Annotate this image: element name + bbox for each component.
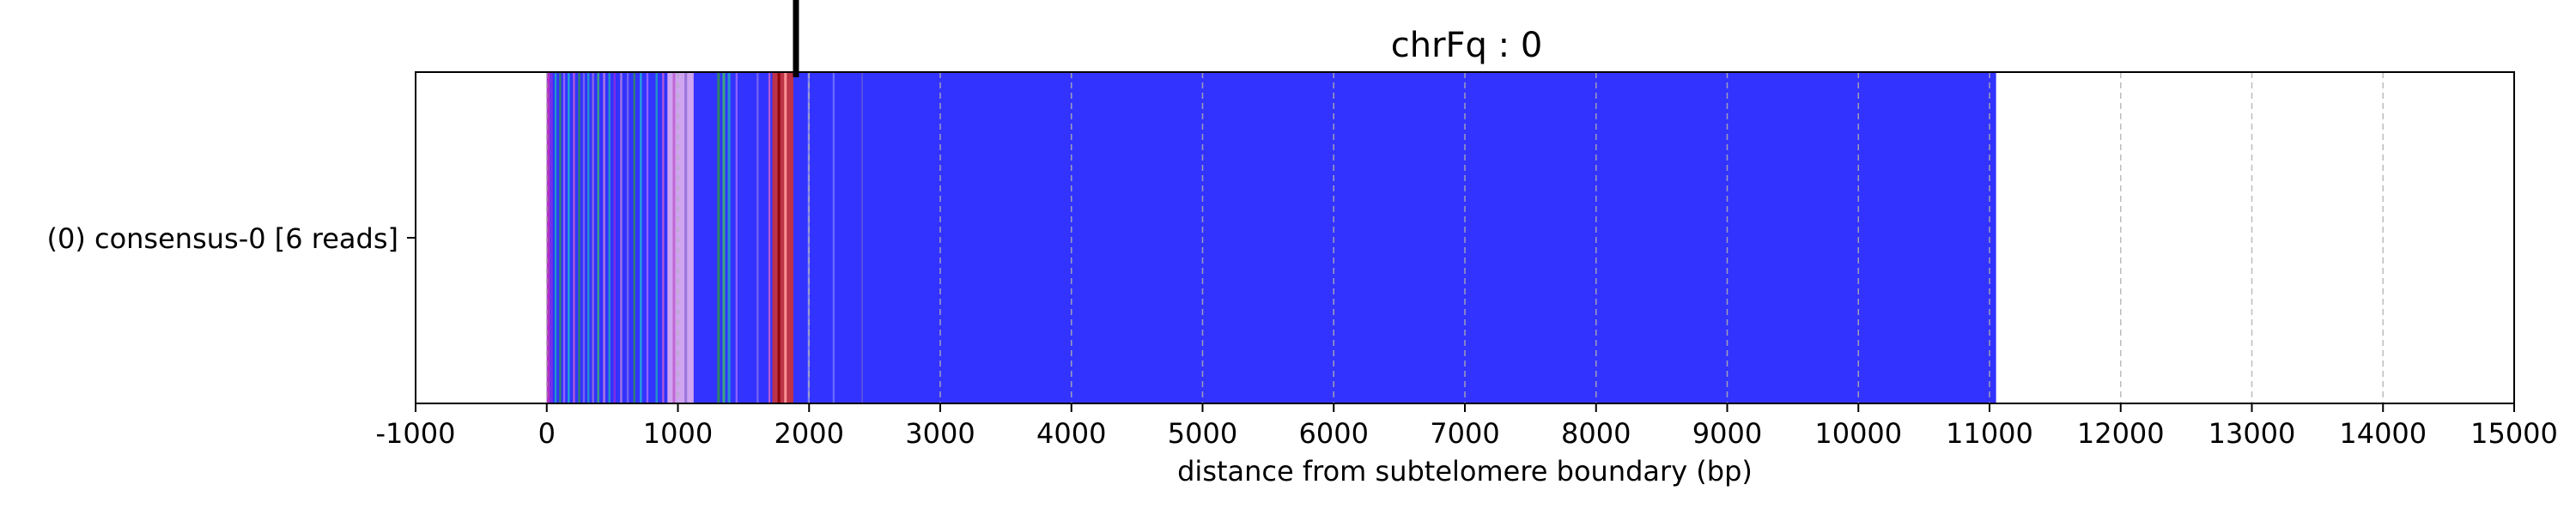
x-tick-label: 1000 (643, 417, 713, 450)
x-tick-label: 8000 (1561, 417, 1631, 450)
x-tick-label: 7000 (1430, 417, 1499, 450)
segment-bar-25 (717, 72, 720, 403)
x-axis: -1000 0 1000 2000 3000 4000 5000 6000 7000 8000 90… (376, 0, 2558, 450)
x-tick-label: 3000 (905, 417, 975, 450)
segment-bar-22 (667, 72, 694, 403)
segments (546, 72, 1996, 403)
x-tick-label: 12000 (2077, 417, 2165, 450)
x-tick-label: 10000 (1814, 417, 1902, 450)
segment-bar-33 (784, 72, 787, 403)
x-tick-label: 0 (538, 417, 556, 450)
segment-bar-21 (662, 72, 665, 403)
segment-bar-19 (646, 72, 649, 403)
segment-bar-23 (672, 72, 676, 403)
segment-bar-2 (554, 72, 557, 403)
x-axis-label: distance from subtelomere boundary (bp) (1177, 455, 1753, 488)
x-tick-label: 11000 (1946, 417, 2033, 450)
segment-bar-16 (626, 72, 629, 403)
segment-bar-12 (603, 72, 605, 403)
segment-bar-36 (861, 72, 863, 403)
x-tick-label: -1000 (376, 417, 456, 450)
y-category-label: (0) consensus-0 [6 reads] (46, 222, 398, 255)
grid-lines (546, 72, 2384, 403)
segment-bar-6 (573, 72, 575, 403)
segment-bar-5 (568, 72, 570, 403)
read-bar (546, 72, 1996, 403)
segment-bar-14 (613, 72, 616, 403)
segment-bar-27 (727, 72, 731, 403)
segment-bar-29 (756, 72, 759, 403)
segment-bar-15 (620, 72, 623, 403)
segment-bar-32 (777, 72, 781, 403)
segment-bar-8 (582, 72, 586, 403)
x-tick-label: 4000 (1036, 417, 1106, 450)
segment-bar-30 (768, 72, 771, 403)
segment-bar-0 (546, 72, 550, 403)
segment-bar-4 (562, 72, 566, 403)
x-tick-label: 2000 (775, 417, 844, 450)
x-tick-label: 9000 (1692, 417, 1762, 450)
segment-bar-1 (550, 72, 553, 403)
segment-bar-9 (587, 72, 590, 403)
x-tick-label: 14000 (2339, 417, 2427, 450)
x-tick-label: 5000 (1168, 417, 1237, 450)
segment-bar-18 (640, 72, 642, 403)
segment-bar-31 (772, 72, 793, 403)
segment-bar-35 (832, 72, 835, 403)
segment-bar-10 (592, 72, 594, 403)
segment-bar-24 (684, 72, 688, 403)
x-tick-label: 13000 (2208, 417, 2296, 450)
x-tick-label: 6000 (1299, 417, 1369, 450)
x-tick-label: 15000 (2470, 417, 2558, 450)
segment-bar-20 (655, 72, 658, 403)
segment-bar-7 (578, 72, 580, 403)
segment-bar-11 (597, 72, 599, 403)
chart-title: chrFq : 0 (1391, 26, 1543, 65)
segment-bar-17 (633, 72, 635, 403)
segment-bar-13 (608, 72, 611, 403)
segment-bar-26 (722, 72, 726, 403)
segment-bar-3 (559, 72, 562, 403)
segment-bar-28 (735, 72, 738, 403)
